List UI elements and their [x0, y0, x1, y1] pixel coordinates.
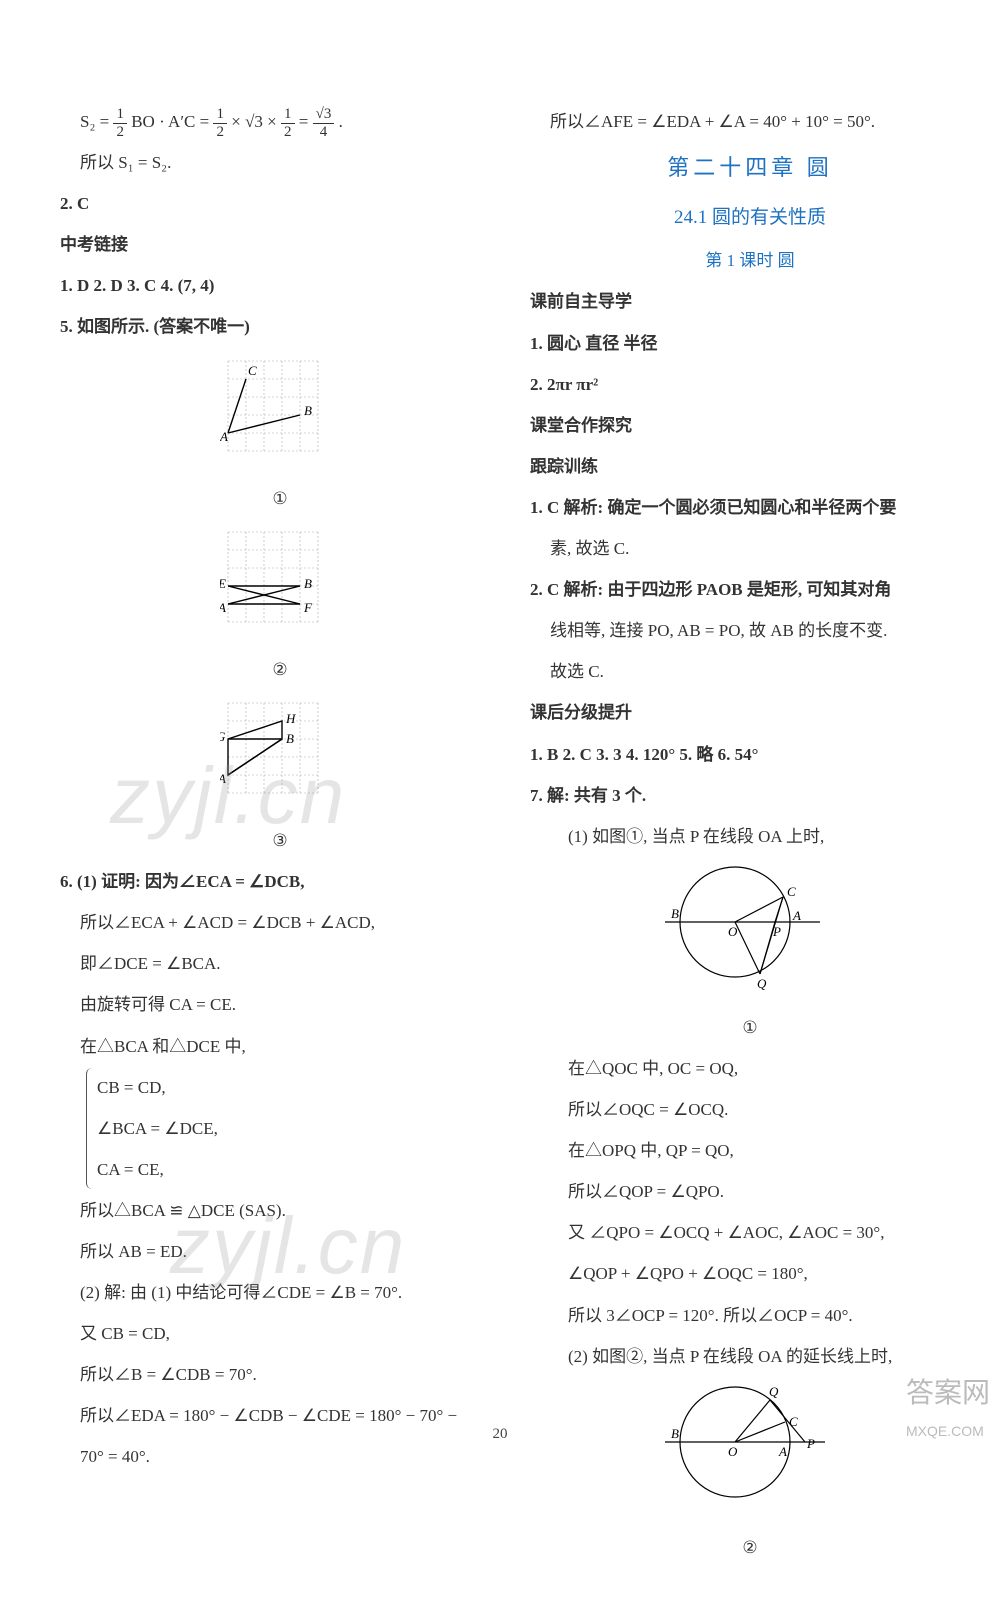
section-title: 24.1 圆的有关性质: [530, 196, 970, 240]
figure-grid-2: A F E B: [60, 524, 500, 648]
l6-3: 即∠DCE = ∠BCA.: [60, 944, 500, 983]
l6-7: 所以 AB = ED.: [60, 1232, 500, 1271]
heading-4: 课后分级提升: [530, 693, 970, 732]
figure-circle-2: BA OP CQ: [530, 1382, 970, 1526]
brace-1: CB = CD,: [97, 1068, 500, 1107]
svg-text:A: A: [220, 429, 228, 444]
l6-12: 70° = 40°.: [60, 1437, 500, 1476]
fig2-label: ②: [60, 650, 500, 689]
svg-text:Q: Q: [757, 976, 767, 991]
page-number: 20: [0, 1426, 1000, 1443]
svg-text:B: B: [671, 906, 679, 921]
svg-text:B: B: [286, 731, 294, 746]
svg-text:Q: Q: [769, 1384, 779, 1399]
item-5: 5. 如图所示. (答案不唯一): [60, 307, 500, 346]
s1-eq-s2: 所以 S₁ = S₂.: [60, 143, 500, 182]
svg-text:G: G: [220, 729, 226, 744]
item-6-1: 6. (1) 证明: 因为∠ECA = ∠DCB,: [60, 862, 500, 901]
item-2: 2. C: [60, 184, 500, 223]
brace-3: CA = CE,: [97, 1150, 500, 1189]
svg-text:B: B: [304, 576, 312, 591]
circle1-label: ①: [530, 1008, 970, 1047]
circle2-label: ②: [530, 1528, 970, 1567]
svg-text:A: A: [792, 908, 801, 923]
ans-row: 1. B 2. C 3. 3 4. 120° 5. 略 6. 54°: [530, 735, 970, 774]
svg-text:H: H: [285, 711, 296, 726]
fig1-label: ①: [60, 479, 500, 518]
right-column: 所以∠AFE = ∠EDA + ∠A = 40° + 10° = 50°. 第二…: [530, 100, 970, 1569]
heading-3: 跟踪训练: [530, 447, 970, 486]
p3: 在△OPQ 中, QP = QO,: [530, 1131, 970, 1170]
p7: 所以 3∠OCP = 120°. 所以∠OCP = 40°.: [530, 1296, 970, 1335]
figure-circle-1: B A O P C Q: [530, 862, 970, 1006]
svg-text:A: A: [220, 771, 226, 786]
heading-1: 课前自主导学: [530, 282, 970, 321]
l6-9: 又 CB = CD,: [60, 1314, 500, 1353]
figure-grid-1: A B C: [60, 353, 500, 477]
svg-text:O: O: [728, 1444, 738, 1459]
svg-text:B: B: [304, 403, 312, 418]
t2a: 2. C 解析: 由于四边形 PAOB 是矩形, 可知其对角: [530, 570, 970, 609]
fig3-label: ③: [60, 821, 500, 860]
l6-6: 所以△BCA ≌ △DCE (SAS).: [60, 1191, 500, 1230]
zhongkao-heading: 中考链接: [60, 225, 500, 264]
link-answers: 1. D 2. D 3. C 4. (7, 4): [60, 266, 500, 305]
p4: 所以∠QOP = ∠QPO.: [530, 1172, 970, 1211]
t2c: 故选 C.: [530, 652, 970, 691]
q7-1: (1) 如图①, 当点 P 在线段 OA 上时,: [530, 817, 970, 856]
t1b: 素, 故选 C.: [530, 529, 970, 568]
l6-10: 所以∠B = ∠CDB = 70°.: [60, 1355, 500, 1394]
t2b: 线相等, 连接 PO, AB = PO, 故 AB 的长度不变.: [530, 611, 970, 650]
q7: 7. 解: 共有 3 个.: [530, 776, 970, 815]
svg-text:F: F: [303, 600, 313, 615]
sub-title: 第 1 课时 圆: [530, 241, 970, 280]
svg-text:C: C: [248, 363, 257, 378]
l6-4: 由旋转可得 CA = CE.: [60, 985, 500, 1024]
t1a: 1. C 解析: 确定一个圆必须已知圆心和半径两个要: [530, 488, 970, 527]
ans-1: 1. 圆心 直径 半径: [530, 324, 970, 363]
brace-system: CB = CD, ∠BCA = ∠DCE, CA = CE,: [86, 1068, 500, 1189]
svg-text:A: A: [778, 1444, 787, 1459]
q7-2: (2) 如图②, 当点 P 在线段 OA 的延长线上时,: [530, 1337, 970, 1376]
top-line: 所以∠AFE = ∠EDA + ∠A = 40° + 10° = 50°.: [530, 102, 970, 141]
svg-text:O: O: [728, 924, 738, 939]
p2: 所以∠OQC = ∠OCQ.: [530, 1090, 970, 1129]
l6-8: (2) 解: 由 (1) 中结论可得∠CDE = ∠B = 70°.: [60, 1273, 500, 1312]
l6-2: 所以∠ECA + ∠ACD = ∠DCB + ∠ACD,: [60, 903, 500, 942]
heading-2: 课堂合作探究: [530, 406, 970, 445]
ans-2: 2. 2πr πr²: [530, 365, 970, 404]
svg-text:C: C: [787, 884, 796, 899]
p1: 在△QOC 中, OC = OQ,: [530, 1049, 970, 1088]
l6-5: 在△BCA 和△DCE 中,: [60, 1027, 500, 1066]
figure-grid-3: A G BH: [60, 695, 500, 819]
svg-text:E: E: [220, 576, 226, 591]
svg-text:A: A: [220, 600, 226, 615]
p5: 又 ∠QPO = ∠OCQ + ∠AOC, ∠AOC = 30°,: [530, 1213, 970, 1252]
equation-s2: S₂ = 12 BO · A′C = 12 × √3 × 12 = √34 .: [60, 102, 500, 141]
svg-text:P: P: [772, 924, 781, 939]
brace-2: ∠BCA = ∠DCE,: [97, 1109, 500, 1148]
left-column: S₂ = 12 BO · A′C = 12 × √3 × 12 = √34 . …: [60, 100, 500, 1569]
chapter-title: 第二十四章 圆: [530, 143, 970, 194]
p6: ∠QOP + ∠QPO + ∠OQC = 180°,: [530, 1254, 970, 1293]
